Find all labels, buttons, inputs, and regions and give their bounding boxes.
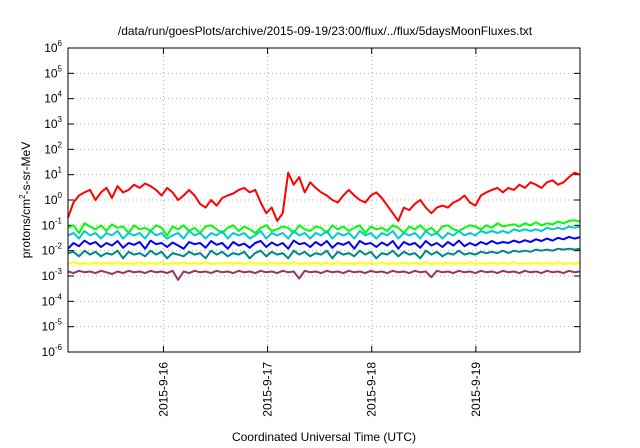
y-tick-label: 103	[44, 115, 62, 131]
grid-lines	[68, 47, 580, 353]
series-line-6	[67, 269, 581, 281]
series-line-5	[67, 261, 581, 265]
x-tick-labels: 2015-9-16 2015-9-17 2015-9-18 2015-9-19	[156, 362, 482, 417]
series-line-3	[67, 235, 581, 250]
series-line-1	[67, 219, 581, 237]
series-line-0	[67, 171, 581, 222]
series-lines	[67, 171, 581, 281]
y-tick-label: 101	[44, 166, 62, 182]
y-tick-label: 10-5	[42, 318, 63, 334]
x-tick-label: 2015-9-17	[261, 362, 275, 417]
x-axis-label: Coordinated Universal Time (UTC)	[232, 430, 416, 444]
y-tick-label: 104	[44, 90, 62, 106]
y-tick-label: 102	[44, 140, 62, 156]
y-tick-label: 10-1	[42, 216, 63, 232]
y-tick-labels: 106 105 104 103 102 101 100 10-1 10-2 10-3 10-4 10-…	[42, 39, 63, 359]
y-tick-label: 10-6	[42, 343, 63, 359]
chart-title: /data/run/goesPlots/archive/2015-09-19/2…	[118, 24, 533, 38]
x-tick-label: 2015-9-16	[156, 362, 170, 417]
series-line-2	[67, 225, 581, 240]
y-tick-label: 10-3	[42, 267, 63, 283]
series-line-4	[67, 247, 581, 260]
y-tick-label: 100	[44, 191, 62, 207]
y-tick-label: 105	[44, 64, 62, 80]
y-tick-label: 106	[44, 39, 62, 55]
x-tick-label: 2015-9-18	[365, 362, 379, 417]
y-tick-label: 10-4	[42, 292, 63, 308]
y-tick-label: 10-2	[42, 242, 63, 258]
plot-frame	[67, 47, 581, 353]
y-axis-label: protons/cm2-s-sr-MeV	[18, 142, 33, 258]
x-tick-label: 2015-9-19	[469, 362, 483, 417]
